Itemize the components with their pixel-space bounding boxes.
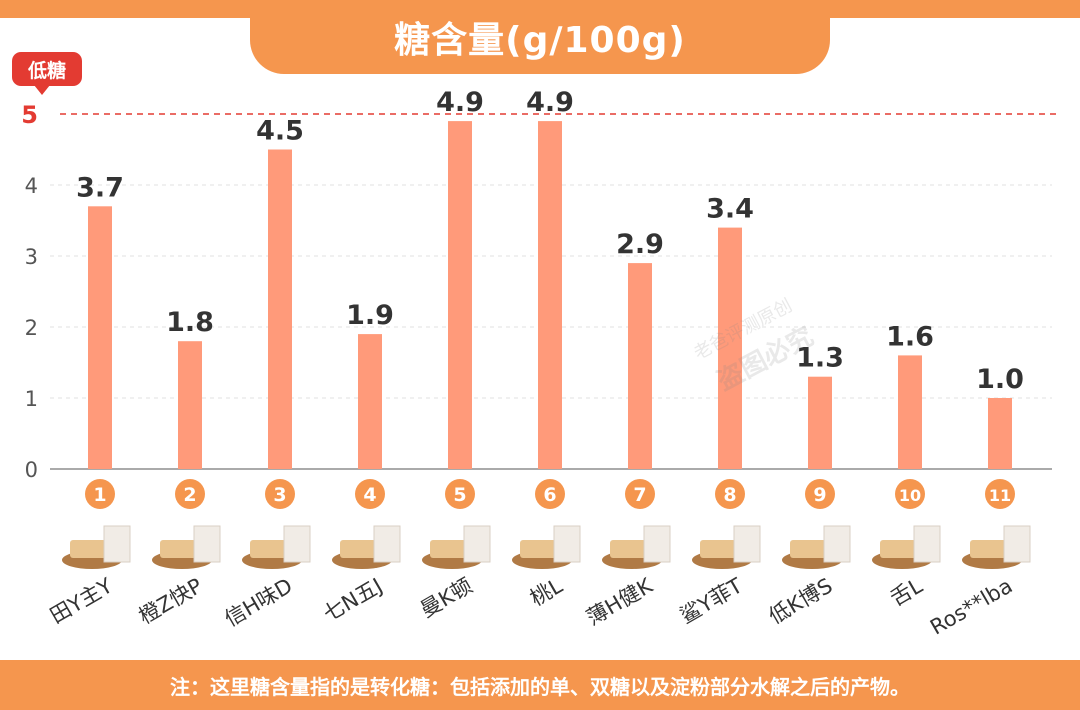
bar (538, 121, 562, 469)
y-tick-label: 3 (25, 245, 38, 269)
footer-note: 注：这里糖含量指的是转化糖：包括添加的单、双糖以及淀粉部分水解之后的产物。 (0, 660, 1080, 710)
package-shape (373, 525, 401, 563)
bar-value-label: 2.9 (616, 229, 664, 260)
bar (718, 227, 742, 469)
bar-value-label: 4.9 (526, 87, 574, 118)
rank-number: 1 (93, 484, 106, 506)
y-tick-label: 1 (25, 387, 38, 411)
y-tick-label: 4 (25, 174, 38, 198)
category-label: 橙Z快P (135, 574, 207, 629)
bar (808, 376, 832, 469)
category-label: 舌L (886, 573, 927, 610)
bread-shape (250, 540, 286, 558)
chart-title: 糖含量(g/100g) (250, 0, 830, 74)
category-label: 曼K顿 (416, 574, 476, 623)
bread-shape (520, 540, 556, 558)
bar-value-label: 1.3 (796, 343, 844, 374)
package-shape (913, 525, 941, 563)
rank-circle (85, 479, 115, 509)
rank-number: 7 (633, 484, 646, 506)
category-label: 鲨Y菲T (676, 573, 747, 628)
category-label: 七N五J (319, 574, 386, 627)
rank-number: 3 (273, 484, 286, 506)
package-shape (103, 525, 131, 563)
bread-shape (430, 540, 466, 558)
bar-value-label: 4.5 (256, 116, 304, 147)
y-tick-label: 0 (25, 458, 38, 482)
bread-shape (70, 540, 106, 558)
package-shape (193, 525, 221, 563)
bar-value-label: 3.7 (76, 172, 124, 203)
bar (178, 341, 202, 469)
rank-number: 5 (453, 484, 466, 506)
bar-value-label: 3.4 (706, 194, 754, 225)
rank-number: 2 (183, 484, 196, 506)
category-label: 田Y主Y (46, 573, 117, 628)
bar-value-label: 1.0 (976, 364, 1024, 395)
category-label: 薄H健K (583, 573, 658, 630)
bar (448, 121, 472, 469)
bread-shape (880, 540, 916, 558)
bread-shape (700, 540, 736, 558)
package-shape (1003, 525, 1031, 563)
bread-shape (610, 540, 646, 558)
rank-circle (445, 479, 475, 509)
package-shape (553, 525, 581, 563)
low-sugar-badge: 低糖 (12, 52, 82, 95)
rank-number: 6 (543, 484, 556, 506)
rank-circle (625, 479, 655, 509)
rank-circle (355, 479, 385, 509)
bar (898, 355, 922, 469)
rank-number: 11 (989, 486, 1011, 505)
rank-circle (895, 479, 925, 509)
category-label: Ros**lba (926, 574, 1016, 640)
bar-value-label: 1.6 (886, 321, 934, 352)
rank-number: 4 (363, 484, 376, 506)
bar (628, 263, 652, 469)
rank-number: 10 (899, 486, 921, 505)
y-tick-label: 2 (25, 316, 38, 340)
threshold-label: 5 (21, 101, 38, 129)
bread-shape (160, 540, 196, 558)
rank-number: 8 (723, 484, 736, 506)
bread-shape (340, 540, 376, 558)
rank-circle (805, 479, 835, 509)
rank-circle (715, 479, 745, 509)
rank-circle (535, 479, 565, 509)
bar-chart: 0 1 2 3 4 5 3.7 1 田Y主Y 1.8 2 橙Z快P 4.5 3 信H味D 1.9 4 七N五J 4.… (21, 87, 1060, 640)
bar-value-label: 1.8 (166, 307, 214, 338)
rank-circle (175, 479, 205, 509)
category-label: 低K博S (765, 574, 837, 629)
package-shape (823, 525, 851, 563)
category-label: 桃L (526, 573, 567, 610)
rank-circle (265, 479, 295, 509)
rank-number: 9 (813, 484, 826, 506)
bar (988, 398, 1012, 469)
bar (358, 334, 382, 469)
package-shape (463, 525, 491, 563)
rank-circle (985, 479, 1015, 509)
bar-value-label: 4.9 (436, 87, 484, 118)
package-shape (643, 525, 671, 563)
bar (88, 206, 112, 470)
package-shape (733, 525, 761, 563)
bread-shape (970, 540, 1006, 558)
category-label: 信H味D (220, 574, 296, 632)
bar-value-label: 1.9 (346, 300, 394, 331)
bar (268, 149, 292, 469)
bread-shape (790, 540, 826, 558)
package-shape (283, 525, 311, 563)
